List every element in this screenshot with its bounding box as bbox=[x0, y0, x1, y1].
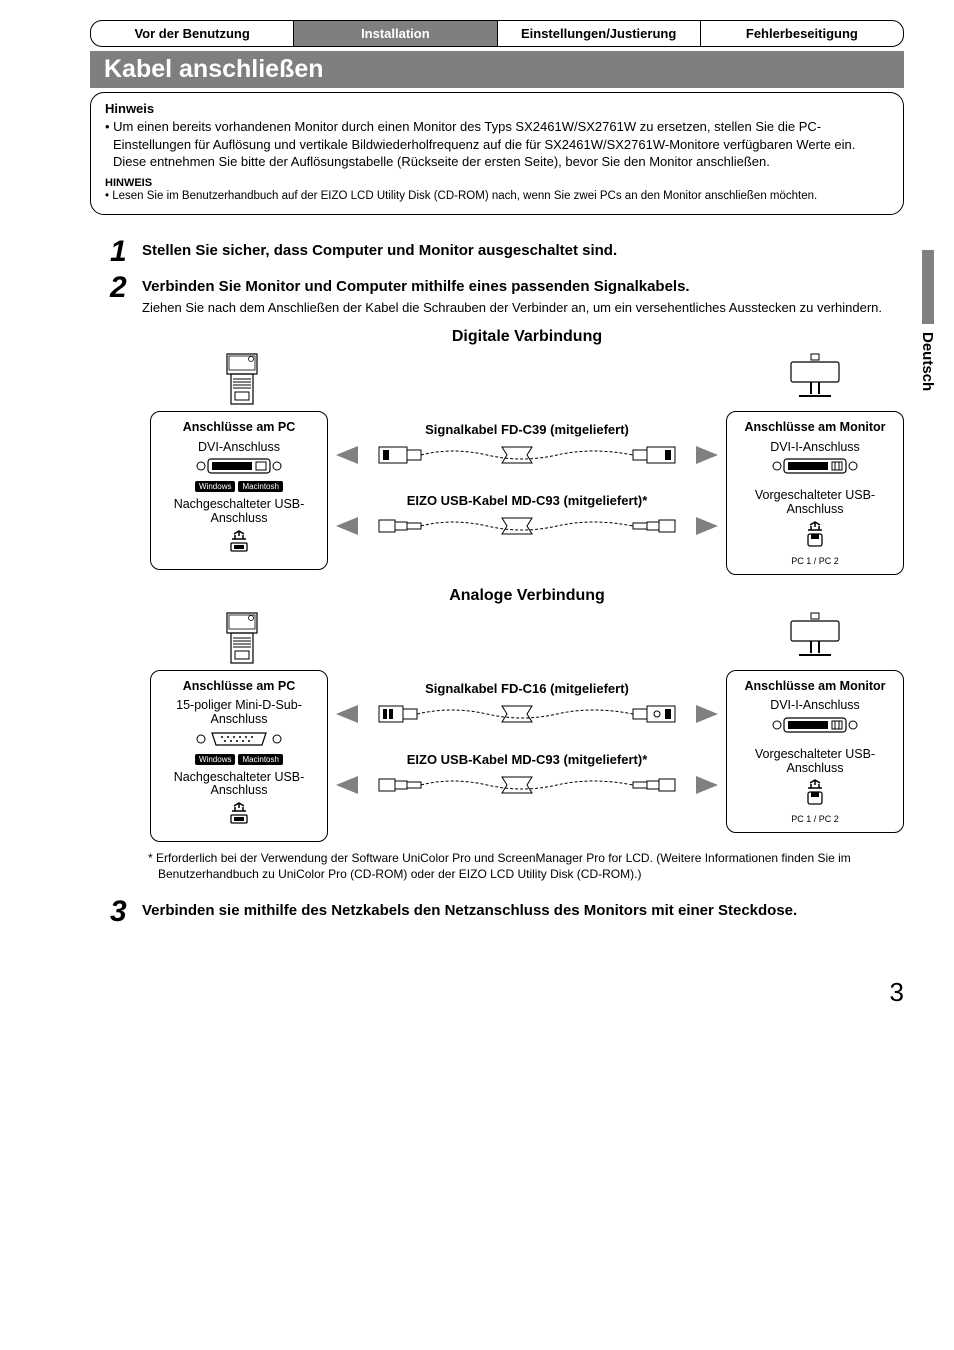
cable1-label-analog: Signalkabel FD-C16 (mitgeliefert) bbox=[336, 681, 718, 696]
language-label: Deutsch bbox=[919, 332, 936, 391]
usb-down-icon bbox=[224, 529, 254, 555]
step-1: 1 Stellen Sie sicher, dass Computer und … bbox=[90, 237, 904, 267]
pc-box-title-analog: Anschlüsse am PC bbox=[157, 679, 321, 693]
dvi-cable-icon bbox=[364, 443, 690, 467]
cable-column: Signalkabel FD-C39 (mitgeliefert) EIZO U… bbox=[336, 352, 718, 538]
arrow-right-icon bbox=[696, 446, 718, 464]
pc-column-analog: Anschlüsse am PC 15-poliger Mini-D-Sub-A… bbox=[150, 611, 328, 842]
os-mac: Macintosh bbox=[238, 481, 282, 492]
cable1-label: Signalkabel FD-C39 (mitgeliefert) bbox=[336, 422, 718, 437]
step-2-number: 2 bbox=[110, 273, 132, 303]
page-title: Kabel anschließen bbox=[90, 51, 904, 88]
step-2: 2 Verbinden Sie Monitor und Computer mit… bbox=[90, 273, 904, 316]
usb-cable-icon bbox=[364, 773, 690, 797]
step-1-number: 1 bbox=[110, 237, 132, 267]
cable1-row bbox=[336, 443, 718, 467]
notice-box: Hinweis • Um einen bereits vorhandenen M… bbox=[90, 92, 904, 215]
pc-column: Anschlüsse am PC DVI-Anschluss Windows M… bbox=[150, 352, 328, 570]
mon-box-title-analog: Anschlüsse am Monitor bbox=[733, 679, 897, 693]
cable2-row bbox=[336, 514, 718, 538]
step-3-title: Verbinden sie mithilfe des Netzkabels de… bbox=[142, 901, 904, 921]
vga-dvi-cable-icon bbox=[364, 702, 690, 726]
arrow-right-icon bbox=[696, 705, 718, 723]
footnote: * Erforderlich bei der Verwendung der So… bbox=[148, 850, 904, 882]
pc-icon bbox=[209, 352, 269, 407]
mon-port-label: DVI-I-Anschluss bbox=[733, 441, 897, 455]
tab-settings[interactable]: Einstellungen/Justierung bbox=[498, 21, 701, 46]
step-2-desc: Ziehen Sie nach dem Anschließen der Kabe… bbox=[142, 299, 904, 317]
arrow-left-icon bbox=[336, 446, 358, 464]
pc-selector-label: PC 1 / PC 2 bbox=[733, 556, 897, 566]
notice-text-2: • Lesen Sie im Benutzerhandbuch auf der … bbox=[105, 189, 889, 205]
mon-usb-label: Vorgeschalteter USB-Anschluss bbox=[733, 489, 897, 517]
step-3: 3 Verbinden sie mithilfe des Netzkabels … bbox=[90, 897, 904, 927]
os-badges: Windows Macintosh bbox=[157, 481, 321, 492]
pc-connector-box-analog: Anschlüsse am PC 15-poliger Mini-D-Sub-A… bbox=[150, 670, 328, 842]
diagram-analog: Analoge Verbindung Anschlüsse am PC 15-p… bbox=[150, 587, 904, 842]
monitor-connector-box: Anschlüsse am Monitor DVI-I-Anschluss Vo… bbox=[726, 411, 904, 575]
diagram-digital: Digitale Varbindung Anschlüsse am PC DVI… bbox=[150, 328, 904, 575]
mon-port-label-analog: DVI-I-Anschluss bbox=[733, 699, 897, 713]
pc-port-label: DVI-Anschluss bbox=[157, 441, 321, 455]
pc-usb-label-analog: Nachgeschalteter USB-Anschluss bbox=[157, 771, 321, 799]
monitor-column-analog: Anschlüsse am Monitor DVI-I-Anschluss Vo… bbox=[726, 611, 904, 834]
pc-box-title: Anschlüsse am PC bbox=[157, 420, 321, 434]
os-mac: Macintosh bbox=[238, 754, 282, 765]
pc-connector-box: Anschlüsse am PC DVI-Anschluss Windows M… bbox=[150, 411, 328, 570]
diagram-analog-title: Analoge Verbindung bbox=[150, 587, 904, 605]
cable1-row-analog bbox=[336, 702, 718, 726]
cable2-label-analog: EIZO USB-Kabel MD-C93 (mitgeliefert)* bbox=[336, 752, 718, 767]
arrow-right-icon bbox=[696, 776, 718, 794]
notice-text: • Um einen bereits vorhandenen Monitor d… bbox=[105, 118, 889, 171]
usb-cable-icon bbox=[364, 514, 690, 538]
step-1-title: Stellen Sie sicher, dass Computer und Mo… bbox=[142, 241, 904, 261]
mon-box-title: Anschlüsse am Monitor bbox=[733, 420, 897, 434]
monitor-icon bbox=[785, 611, 845, 666]
pc-usb-label: Nachgeschalteter USB-Anschluss bbox=[157, 498, 321, 526]
arrow-left-icon bbox=[336, 705, 358, 723]
cable2-row-analog bbox=[336, 773, 718, 797]
pc-port-label-analog: 15-poliger Mini-D-Sub-Anschluss bbox=[157, 699, 321, 727]
step-3-number: 3 bbox=[110, 897, 132, 927]
os-badges: Windows Macintosh bbox=[157, 754, 321, 765]
cable2-label: EIZO USB-Kabel MD-C93 (mitgeliefert)* bbox=[336, 493, 718, 508]
arrow-right-icon bbox=[696, 517, 718, 535]
monitor-column: Anschlüsse am Monitor DVI-I-Anschluss Vo… bbox=[726, 352, 904, 575]
dvi-i-port-icon bbox=[770, 716, 860, 734]
mon-usb-label-analog: Vorgeschalteter USB-Anschluss bbox=[733, 748, 897, 776]
os-windows: Windows bbox=[195, 481, 235, 492]
usb-up-icon bbox=[800, 778, 830, 808]
arrow-left-icon bbox=[336, 776, 358, 794]
tab-troubleshoot[interactable]: Fehlerbeseitigung bbox=[701, 21, 903, 46]
dvi-i-port-icon bbox=[770, 457, 860, 475]
notice-heading-2: HINWEIS bbox=[105, 177, 889, 189]
step-2-title: Verbinden Sie Monitor und Computer mithi… bbox=[142, 277, 904, 297]
tab-installation[interactable]: Installation bbox=[294, 21, 497, 46]
vga-port-icon bbox=[194, 730, 284, 748]
diagram-digital-title: Digitale Varbindung bbox=[150, 328, 904, 346]
pc-selector-label-analog: PC 1 / PC 2 bbox=[733, 814, 897, 824]
cable-column-analog: Signalkabel FD-C16 (mitgeliefert) EIZO U… bbox=[336, 611, 718, 797]
os-windows: Windows bbox=[195, 754, 235, 765]
usb-down-icon bbox=[224, 801, 254, 827]
monitor-icon bbox=[785, 352, 845, 407]
tab-before-use[interactable]: Vor der Benutzung bbox=[91, 21, 294, 46]
notice-heading: Hinweis bbox=[105, 101, 889, 116]
page-number: 3 bbox=[90, 977, 904, 1008]
side-bar-indicator bbox=[922, 250, 934, 324]
monitor-connector-box-analog: Anschlüsse am Monitor DVI-I-Anschluss Vo… bbox=[726, 670, 904, 834]
arrow-left-icon bbox=[336, 517, 358, 535]
dvi-port-icon bbox=[194, 457, 284, 475]
language-side-tab: Deutsch bbox=[919, 250, 936, 391]
nav-tabs: Vor der Benutzung Installation Einstellu… bbox=[90, 20, 904, 47]
usb-up-icon bbox=[800, 520, 830, 550]
pc-icon bbox=[209, 611, 269, 666]
